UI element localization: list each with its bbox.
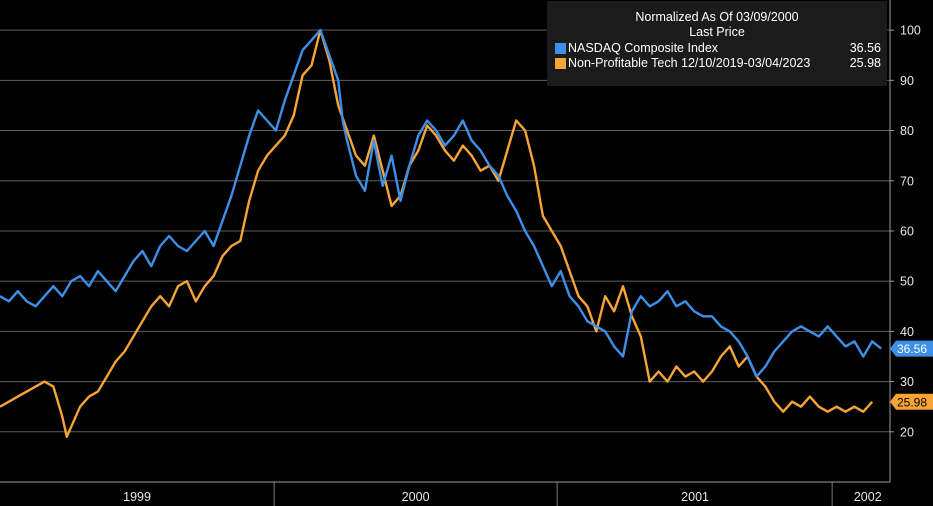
y-axis: 20 30 40 50 60 70 80 90 100 [889,0,921,482]
last-price-tag-0: 36.56 [890,340,933,357]
legend-value-nonprofitable-tech: 25.98 [849,56,881,70]
y-tick-label-40: 40 [900,325,914,339]
series-lines [0,28,882,438]
legend-row-nasdaq[interactable]: NASDAQ Composite Index 36.56 [555,41,881,56]
legend-label-nonprofitable-tech: Non-Profitable Tech 12/10/2019-03/04/202… [568,56,811,70]
legend-swatch-nonprofitable-tech [555,58,566,69]
legend-swatch-nasdaq [555,43,566,54]
last-price-tag-1: 25.98 [890,393,933,410]
legend-row-nonprofitable-tech[interactable]: Non-Profitable Tech 12/10/2019-03/04/202… [555,56,881,71]
last-price-tag-bg-1 [890,393,933,410]
last-price-tag-label-1: 25.98 [897,395,927,409]
last-price-tag-bg-0 [890,340,933,357]
gridlines [0,29,890,433]
last-price-tag-label-0: 36.56 [897,342,927,356]
x-axis: 1999 2000 2001 2002 [0,481,890,504]
legend-title: Normalized As Of 03/09/2000 [635,10,799,24]
series-line-0 [0,28,882,378]
x-tick-label-2002: 2002 [854,490,882,504]
x-tick-label-2001: 2001 [681,490,709,504]
y-tick-label-90: 90 [900,74,914,88]
x-tick-label-2000: 2000 [402,490,430,504]
y-tick-label-60: 60 [900,224,914,238]
y-tick-label-80: 80 [900,124,914,138]
legend-box: Normalized As Of 03/09/2000 Last Price N… [547,1,887,86]
last-price-tags: 36.56 25.98 [890,340,933,410]
legend-subtitle: Last Price [689,25,745,39]
legend-value-nasdaq: 36.56 [849,41,881,55]
series-line-1 [0,28,874,438]
y-tick-label-20: 20 [900,425,914,439]
legend-label-nasdaq: NASDAQ Composite Index [568,41,719,55]
x-tick-label-1999: 1999 [123,490,151,504]
y-tick-label-70: 70 [900,174,914,188]
year-separators [273,482,833,506]
y-tick-label-100: 100 [900,24,921,38]
y-tick-label-30: 30 [900,375,914,389]
y-tick-label-50: 50 [900,275,914,289]
